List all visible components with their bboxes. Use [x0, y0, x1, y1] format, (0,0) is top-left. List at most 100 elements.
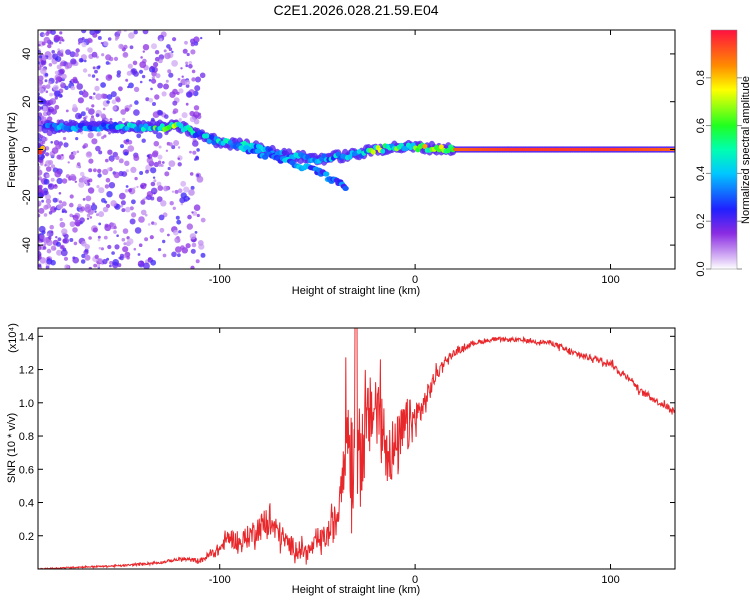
noise-point	[75, 48, 80, 53]
branch-blob	[243, 145, 250, 151]
noise-point	[109, 264, 112, 268]
noise-point	[103, 41, 109, 47]
noise-point	[175, 215, 180, 220]
noise-point	[42, 111, 48, 117]
spectrogram-content	[38, 30, 675, 269]
noise-point	[38, 176, 42, 181]
noise-point	[93, 168, 97, 173]
noise-point	[120, 204, 124, 208]
noise-point	[60, 249, 68, 257]
noise-point	[60, 81, 64, 85]
noise-point	[108, 155, 115, 162]
noise-point	[173, 140, 180, 146]
colorbar-tick-label: 0.6	[695, 118, 707, 133]
noise-point	[81, 253, 86, 259]
noise-point	[56, 154, 62, 160]
noise-point	[128, 32, 135, 39]
noise-point	[154, 50, 160, 55]
noise-point	[165, 149, 169, 152]
noise-point	[79, 217, 85, 223]
noise-point	[139, 171, 144, 175]
noise-point	[50, 108, 58, 115]
noise-point	[161, 91, 167, 97]
noise-point	[196, 148, 200, 152]
noise-point	[61, 178, 68, 184]
noise-point	[124, 160, 130, 166]
noise-point	[90, 204, 98, 211]
noise-point	[152, 102, 156, 106]
noise-point	[56, 249, 63, 256]
y-tick-label: -20	[21, 189, 33, 205]
noise-point	[180, 202, 184, 206]
noise-point	[97, 173, 102, 178]
noise-point	[167, 69, 172, 74]
noise-point	[129, 206, 134, 211]
noise-point	[102, 107, 106, 111]
noise-point	[184, 40, 188, 45]
noise-point	[163, 185, 169, 192]
noise-point	[153, 179, 157, 183]
noise-point	[191, 77, 196, 82]
noise-point	[128, 82, 134, 89]
ridge-core	[178, 123, 184, 129]
noise-point	[133, 86, 140, 93]
noise-point	[155, 73, 161, 79]
noise-point	[38, 44, 41, 47]
noise-point	[51, 50, 55, 54]
noise-point	[178, 118, 182, 122]
noise-point	[72, 256, 79, 264]
noise-point	[156, 132, 163, 139]
branch-blob	[254, 148, 262, 154]
noise-point	[59, 217, 63, 222]
noise-point	[56, 241, 61, 247]
noise-point	[172, 206, 176, 210]
noise-point	[61, 153, 64, 157]
noise-point	[189, 172, 194, 176]
x-tick-label: 100	[601, 574, 619, 586]
noise-point	[136, 185, 139, 189]
noise-point	[80, 259, 86, 264]
noise-point	[131, 189, 135, 193]
noise-point	[121, 208, 126, 213]
noise-point	[110, 159, 114, 163]
noise-point	[158, 214, 165, 221]
noise-point	[193, 41, 199, 46]
noise-point	[100, 113, 106, 119]
noise-point	[129, 45, 134, 50]
noise-point	[163, 49, 167, 53]
noise-point	[192, 140, 199, 147]
noise-point	[97, 168, 102, 174]
noise-point	[156, 196, 163, 203]
noise-point	[158, 248, 162, 252]
noise-point	[159, 38, 163, 42]
noise-point	[76, 83, 83, 90]
noise-point	[81, 30, 87, 34]
noise-point	[157, 82, 164, 89]
noise-point	[164, 114, 169, 119]
snr-panel: -100 0 100 0.2 0.4 0.6 0.8 1.0 1.2 1.4 Height of …	[6, 323, 676, 596]
noise-point	[165, 79, 169, 83]
noise-point	[122, 228, 129, 234]
noise-point	[52, 84, 59, 91]
noise-point	[75, 112, 82, 120]
snr-xlabel: Height of straight line (km)	[292, 584, 420, 596]
noise-point	[41, 140, 46, 145]
noise-point	[148, 98, 154, 103]
noise-point	[105, 177, 111, 183]
noise-point	[65, 109, 69, 113]
noise-point	[115, 155, 120, 160]
snr-line	[38, 328, 675, 569]
noise-point	[171, 145, 176, 150]
noise-point	[105, 61, 110, 65]
noise-point	[106, 100, 110, 104]
noise-point	[61, 73, 67, 80]
y-tick-label: 20	[21, 96, 33, 108]
noise-point	[200, 252, 206, 258]
noise-point	[188, 189, 195, 196]
noise-point	[190, 38, 196, 44]
noise-point	[38, 95, 42, 101]
noise-point	[134, 100, 139, 105]
noise-point	[86, 217, 90, 220]
noise-point	[153, 222, 157, 226]
noise-point	[53, 34, 61, 42]
